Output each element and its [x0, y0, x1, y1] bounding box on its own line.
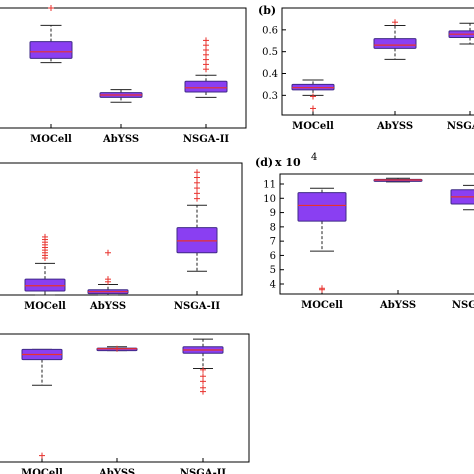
outlier-marker — [310, 93, 316, 100]
axes-frame — [0, 162, 243, 296]
box-abyss — [96, 345, 138, 352]
y-tick-label: 5 — [270, 265, 276, 276]
outlier-marker — [200, 378, 206, 385]
iqr-box — [297, 192, 347, 222]
panel-boxes — [291, 19, 474, 112]
outlier-marker — [203, 37, 209, 44]
outlier-marker — [194, 179, 200, 186]
iqr-box — [24, 278, 66, 292]
category-label: AbYSS — [98, 468, 135, 474]
panel-4: 4 5 6 7 8 9 10 11 (d)x 10 4 MOCell AbYSS NSGA-II — [255, 152, 474, 311]
outlier-marker — [319, 286, 325, 293]
box-abyss — [99, 89, 143, 103]
panel-1: MOCell AbYSS NSGA-II — [0, 5, 247, 145]
panel-2: 0.3 0.4 0.5 0.6 (b) MOCell AbYSS NSGA-II — [258, 4, 474, 132]
iqr-box — [29, 41, 73, 59]
outlier-marker — [392, 19, 398, 26]
box-mocell — [24, 233, 66, 296]
box-mocell — [21, 348, 63, 459]
y-tick-label: 4 — [270, 280, 276, 291]
outlier-marker — [42, 233, 48, 240]
outlier-marker — [105, 276, 111, 283]
panel-label: (d) — [255, 156, 273, 169]
box-mocell — [291, 79, 335, 112]
box-mocell — [297, 187, 347, 293]
box-abyss — [87, 249, 129, 296]
category-label: MOCell — [24, 301, 66, 312]
y-tick-label: 0.4 — [262, 69, 278, 80]
axis-multiplier: x 10 — [275, 156, 301, 169]
outlier-marker — [200, 388, 206, 395]
outlier-marker — [200, 373, 206, 380]
y-tick-label: 0.5 — [262, 47, 278, 58]
category-label: NSGA-II — [174, 301, 220, 312]
category-label: NSGA-II — [183, 134, 229, 145]
outlier-marker — [105, 249, 111, 256]
panel-3: MOCell AbYSS NSGA-II — [0, 162, 243, 312]
box-mocell — [29, 5, 73, 64]
panel-boxes — [24, 169, 218, 296]
axes-frame — [279, 173, 474, 295]
box-abyss — [373, 177, 423, 183]
y-tick-label: 7 — [270, 237, 276, 248]
outlier-marker — [194, 174, 200, 181]
category-label: AbYSS — [376, 121, 413, 132]
panel-5: MOCell AbYSS NSGA-II — [0, 333, 250, 474]
category-label: MOCell — [30, 134, 72, 145]
outlier-marker — [39, 452, 45, 459]
category-label: MOCell — [21, 468, 63, 474]
axes-frame — [0, 7, 247, 129]
outlier-marker — [194, 185, 200, 192]
category-label: AbYSS — [89, 301, 126, 312]
box-abyss — [373, 19, 417, 60]
outlier-marker — [48, 5, 54, 11]
y-tick-label: 0.6 — [262, 25, 278, 36]
outlier-marker — [194, 195, 200, 202]
panel-boxes — [21, 338, 224, 459]
category-label: NSGA-II — [447, 121, 474, 132]
outlier-marker — [114, 345, 120, 352]
iqr-box — [176, 227, 218, 254]
axis-multiplier-exponent: 4 — [311, 152, 317, 163]
outlier-marker — [200, 366, 206, 373]
y-tick-label: 11 — [263, 180, 276, 191]
outlier-marker — [194, 169, 200, 176]
category-label: MOCell — [301, 300, 343, 311]
box-nsga-ii — [176, 169, 218, 272]
panel-label: (b) — [258, 4, 276, 17]
box-nsga-ii — [184, 37, 228, 98]
category-label: NSGA-II — [452, 300, 474, 311]
axes-frame — [281, 7, 474, 116]
panel-boxes — [29, 5, 228, 103]
iqr-box — [184, 80, 228, 93]
y-tick-label: 10 — [263, 194, 276, 205]
outlier-marker — [310, 105, 316, 112]
y-tick-label: 6 — [270, 251, 276, 262]
iqr-box — [373, 38, 417, 49]
axes-frame — [0, 333, 250, 463]
category-label: AbYSS — [379, 300, 416, 311]
category-label: MOCell — [292, 121, 334, 132]
category-label: NSGA-II — [180, 468, 226, 474]
y-tick-label: 9 — [270, 208, 276, 219]
y-tick-label: 0.3 — [262, 91, 278, 102]
y-tick-label: 8 — [270, 222, 276, 233]
outlier-marker — [194, 190, 200, 197]
category-label: AbYSS — [102, 134, 139, 145]
box-nsga-ii — [450, 184, 474, 211]
panel-boxes — [297, 177, 474, 293]
box-nsga-ii — [182, 338, 224, 395]
box-nsga-ii — [448, 22, 474, 45]
